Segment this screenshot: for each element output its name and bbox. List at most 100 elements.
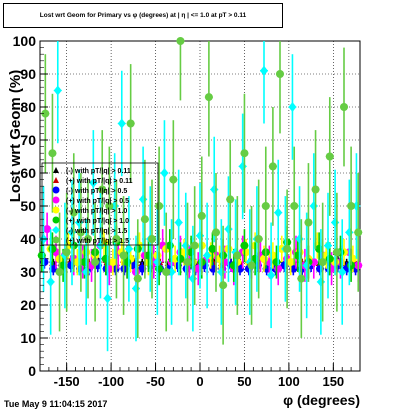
data-point	[338, 267, 347, 277]
data-point	[105, 202, 114, 210]
data-point	[212, 228, 220, 237]
legend-label: (-) with pT/|q| > 0.5	[66, 188, 127, 195]
data-point	[43, 225, 52, 234]
legend-marker	[53, 177, 59, 183]
data-point	[226, 195, 235, 204]
x-axis-label: φ (degrees)	[283, 392, 360, 408]
data-point	[91, 258, 100, 267]
y-tick-label: 70	[20, 132, 36, 148]
data-point	[276, 70, 284, 78]
data-point	[340, 103, 348, 111]
data-point	[103, 293, 112, 304]
data-point	[133, 274, 142, 283]
y-tick-label: 40	[20, 231, 36, 247]
data-point	[160, 168, 169, 178]
x-tick-label: 150	[322, 374, 344, 389]
data-point	[354, 228, 363, 237]
axes: -150 -100 -50 0 50 100 150 0 10 20 30 40 50 60 70 80 90 1…	[13, 33, 361, 389]
data-point	[240, 149, 249, 158]
data-point	[267, 270, 276, 281]
legend-marker	[52, 206, 60, 214]
data-point	[204, 93, 213, 102]
x-tick-label: 50	[237, 374, 251, 389]
data-point	[55, 268, 64, 276]
y-tick-label: 0	[28, 363, 36, 379]
legend-label: (+) with pT/|q| > 1.5	[66, 238, 129, 245]
data-point	[311, 185, 320, 194]
data-point	[233, 251, 242, 260]
data-point	[208, 244, 217, 253]
data-point	[98, 185, 107, 194]
y-tick-label: 30	[20, 264, 36, 280]
y-axis-label: Lost wrt Geom (%)	[7, 70, 24, 203]
legend-box	[41, 162, 159, 246]
data-point	[46, 276, 55, 287]
y-tick-label: 20	[20, 297, 36, 313]
data-point	[261, 202, 270, 210]
data-point	[119, 251, 128, 260]
series-7	[41, 37, 363, 345]
legend-label: (+) with pT/|q| > 0.5	[66, 198, 129, 205]
x-tick-label: -50	[146, 374, 165, 389]
data-point	[124, 243, 133, 254]
data-point	[272, 258, 281, 267]
data-point	[304, 218, 313, 227]
data-point	[290, 202, 299, 210]
y-tick-label: 90	[20, 66, 36, 82]
data-point	[69, 208, 78, 217]
data-point	[240, 241, 249, 250]
data-point	[53, 85, 62, 96]
data-point	[247, 261, 256, 270]
data-point	[176, 254, 185, 263]
data-point	[274, 207, 283, 218]
legend: (-) with pT/|q| > 0.11 (+) with pT/|q| > …	[41, 162, 159, 246]
data-point	[324, 240, 332, 251]
data-point	[268, 162, 277, 171]
data-point	[62, 248, 71, 257]
data-point	[48, 149, 57, 158]
data-point	[162, 268, 171, 276]
data-point	[148, 235, 156, 243]
data-point	[332, 248, 341, 257]
data-point	[197, 211, 206, 220]
legend-label: (-) with pT/|q| > 1.0	[66, 208, 127, 215]
chart-title: Lost wrt Geom for Primary vs φ (degrees)…	[39, 12, 247, 19]
data-point	[155, 202, 164, 210]
data-point	[176, 37, 185, 45]
data-point	[288, 102, 297, 112]
y-tick-label: 60	[20, 165, 36, 181]
data-point	[325, 254, 334, 263]
data-point	[112, 235, 121, 243]
data-point	[325, 152, 334, 161]
data-point	[260, 65, 268, 76]
x-tick-label: -100	[98, 374, 124, 389]
legend-marker	[52, 226, 60, 234]
legend-label: (+) with pT/|q| > 0.11	[66, 178, 133, 185]
data-point	[190, 241, 199, 250]
legend-marker	[52, 216, 60, 224]
data-point	[219, 281, 228, 290]
data-point	[117, 118, 126, 129]
legend-label: (+) with pT/|q| > 1.0	[66, 218, 129, 225]
data-point	[318, 258, 327, 267]
data-point	[283, 244, 292, 253]
data-point	[286, 258, 295, 267]
data-point	[297, 274, 306, 283]
data-point	[183, 258, 192, 267]
data-point	[254, 235, 263, 243]
data-point	[169, 175, 178, 184]
legend-marker	[52, 236, 60, 244]
legend-label: (-) with pT/|q| > 1.5	[66, 228, 127, 235]
data-point	[89, 177, 98, 188]
legend-label: (-) with pT/|q| > 0.11	[66, 168, 131, 175]
data-point	[126, 119, 135, 128]
y-tick-label: 50	[20, 198, 36, 214]
y-tick-label: 80	[20, 99, 36, 115]
data-point	[84, 235, 92, 243]
timestamp: Tue May 9 11:04:15 2017	[4, 399, 108, 409]
x-tick-label: 0	[196, 374, 203, 389]
data-point	[48, 244, 57, 253]
data-series	[37, 37, 363, 352]
legend-marker	[52, 196, 60, 204]
